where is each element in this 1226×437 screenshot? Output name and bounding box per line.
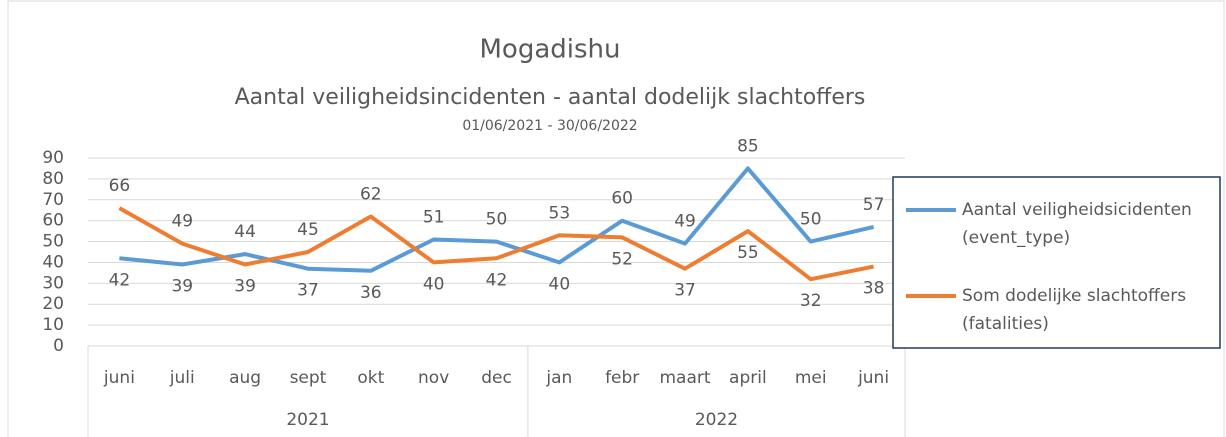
data-label: 37 [297,281,319,301]
data-label: 62 [360,184,382,204]
y-tick-label: 10 [42,315,64,335]
data-label: 42 [486,270,508,290]
data-label: 44 [234,222,256,242]
data-label: 39 [234,277,256,297]
chart-title: Mogadishu [479,35,620,65]
legend-label: Som dodelijke slachtoffers (fatalities) [962,286,1186,334]
series-line [119,166,875,273]
data-label: 57 [863,195,885,215]
data-label: 45 [297,220,319,240]
chart-subtitle: Aantal veiligheidsincidenten - aantal do… [235,85,866,110]
x-tick-label: juni [103,368,135,388]
x-tick-label: aug [229,368,261,388]
data-label: 49 [171,212,193,232]
legend-box [892,176,1221,349]
data-label: 40 [423,274,445,294]
date-range: 01/06/2021 - 30/06/2022 [462,118,637,134]
y-tick-label: 80 [42,169,64,189]
data-label: 85 [737,136,759,156]
data-label: 50 [800,210,822,230]
x-tick-label: sept [290,368,327,388]
y-tick-label: 0 [53,336,64,356]
data-label: 36 [360,283,382,303]
data-label: 60 [611,189,633,209]
data-label: 55 [737,243,759,263]
series-line [118,206,874,282]
group-label: 2021 [286,410,329,430]
data-label: 32 [800,291,822,311]
y-tick-label: 90 [42,148,64,168]
x-tick-label: juni [857,368,889,388]
data-label: 39 [171,277,193,297]
y-tick-label: 60 [42,211,64,231]
x-tick-label: jan [545,368,572,388]
legend-label: Aantal veiligheidsicidenten (event_type) [962,200,1192,248]
group-label: 2022 [695,410,738,430]
data-label: 42 [109,270,131,290]
y-tick-label: 70 [42,190,64,210]
y-tick-label: 20 [42,294,64,314]
y-tick-label: 40 [42,252,64,272]
data-label: 49 [674,212,696,232]
x-tick-label: okt [357,368,384,388]
data-label: 50 [486,210,508,230]
data-label: 40 [549,274,571,294]
data-label: 66 [109,176,131,196]
x-tick-label: mei [795,368,827,388]
x-tick-label: dec [481,368,512,388]
x-tick-label: nov [418,368,449,388]
data-label: 52 [611,249,633,269]
chart-border [7,0,1225,437]
x-tick-label: april [729,368,767,388]
data-label: 51 [423,207,445,227]
y-tick-label: 30 [42,273,64,293]
data-label: 38 [863,279,885,299]
data-label: 37 [674,281,696,301]
data-label: 53 [549,203,571,223]
y-tick-label: 50 [42,232,64,252]
x-tick-label: febr [605,368,639,388]
x-tick-label: maart [660,368,711,388]
x-tick-label: juli [169,368,195,388]
